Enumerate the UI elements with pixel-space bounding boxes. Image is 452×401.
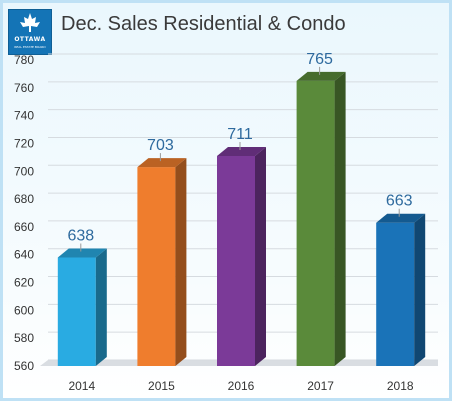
bar-2014 [57, 257, 96, 366]
bar-2015 [137, 167, 176, 366]
bar-top-2018 [376, 213, 426, 223]
bar-side-2015 [175, 158, 187, 366]
y-tick-label: 620 [14, 276, 34, 290]
bar-side-2016 [255, 146, 266, 366]
y-tick-label: 580 [14, 331, 34, 345]
bar-2016 [217, 155, 255, 366]
y-tick-label: 640 [14, 248, 34, 262]
data-label-2015: 703 [147, 137, 174, 154]
x-tick-label: 2018 [387, 379, 414, 393]
bar-side-2018 [414, 213, 426, 366]
chart-title: Dec. Sales Residential & Condo [61, 13, 346, 35]
y-tick-label: 600 [14, 303, 34, 317]
bar-top-2017 [296, 71, 346, 81]
x-tick-label: 2014 [68, 379, 95, 393]
bar-top-2014 [57, 248, 107, 258]
y-tick-label: 780 [14, 53, 34, 67]
y-tick-label: 700 [14, 164, 34, 178]
y-tick-label: 680 [14, 192, 34, 206]
y-axis: 560 580 600 620 640 660 680 700 720 740 760 780 [14, 53, 34, 373]
logo-subtext: REAL ESTATE BOARD [14, 45, 46, 49]
x-tick-label: 2016 [228, 379, 255, 393]
bar-side-2017 [334, 71, 346, 366]
labels: 638 2014 703 2015 711 2016 765 2017 663 2018 [67, 51, 413, 393]
bar-top-2015 [137, 158, 187, 168]
logo-icon: OTTAWA REAL ESTATE BOARD [8, 9, 52, 55]
y-tick-label: 760 [14, 81, 34, 95]
bar-2018 [376, 222, 415, 366]
bar-2017 [296, 80, 335, 366]
y-tick-label: 720 [14, 136, 34, 150]
logo-name: OTTAWA [14, 36, 46, 43]
x-tick-label: 2017 [307, 379, 334, 393]
bar-side-2014 [95, 248, 107, 366]
y-tick-label: 660 [14, 220, 34, 234]
maple-leaf-icon [20, 13, 40, 32]
y-tick-label: 560 [14, 359, 34, 373]
data-label-2018: 663 [386, 193, 413, 210]
bar-top-2016 [217, 146, 266, 156]
x-tick-label: 2015 [148, 379, 175, 393]
bars [57, 71, 426, 366]
data-label-2016: 711 [227, 126, 253, 143]
data-label-2014: 638 [67, 228, 94, 245]
y-tick-label: 740 [14, 109, 34, 123]
data-label-2017: 765 [306, 51, 333, 68]
